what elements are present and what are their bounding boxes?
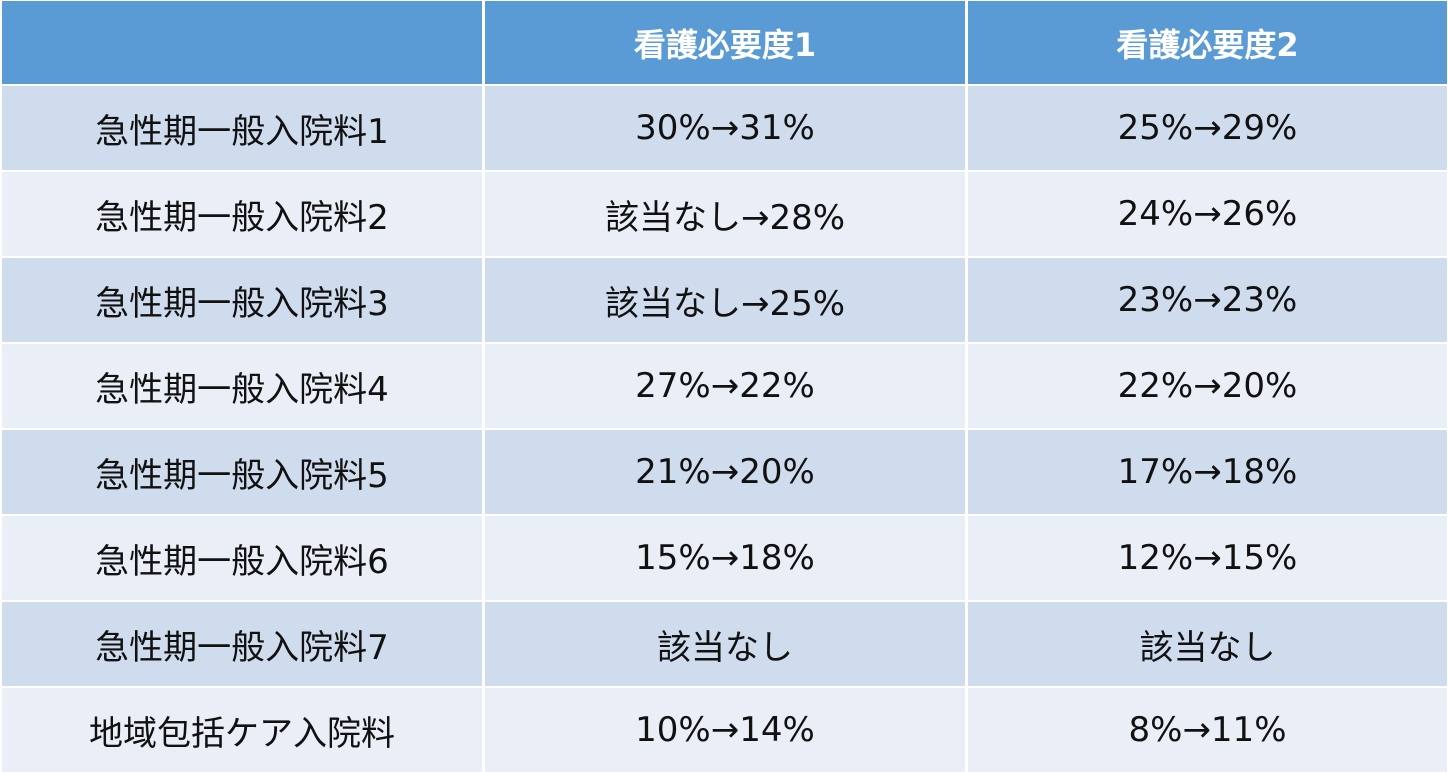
table-cell: 15%→18%: [485, 516, 965, 600]
row-label: 急性期一般入院料5: [2, 430, 482, 514]
row-label: 急性期一般入院料7: [2, 602, 482, 686]
table-cell: 30%→31%: [485, 86, 965, 170]
table-cell: 24%→26%: [968, 172, 1447, 256]
table-cell: 該当なし: [968, 602, 1447, 686]
row-label: 急性期一般入院料4: [2, 344, 482, 428]
header-cell-nursing-need-1: 看護必要度1: [485, 1, 965, 84]
table-cell: 17%→18%: [968, 430, 1447, 514]
header-cell-nursing-need-2: 看護必要度2: [968, 1, 1447, 84]
row-label: 急性期一般入院料1: [2, 86, 482, 170]
table-cell: 該当なし→25%: [485, 258, 965, 342]
row-label: 地域包括ケア入院料: [2, 688, 482, 772]
table-cell: 27%→22%: [485, 344, 965, 428]
table-cell: 22%→20%: [968, 344, 1447, 428]
table-cell: 該当なし→28%: [485, 172, 965, 256]
table-cell: 10%→14%: [485, 688, 965, 772]
table-cell: 12%→15%: [968, 516, 1447, 600]
table-cell: 25%→29%: [968, 86, 1447, 170]
table-cell: 8%→11%: [968, 688, 1447, 772]
row-label: 急性期一般入院料6: [2, 516, 482, 600]
row-label: 急性期一般入院料3: [2, 258, 482, 342]
row-label: 急性期一般入院料2: [2, 172, 482, 256]
header-cell-empty: [2, 1, 482, 84]
table-cell: 21%→20%: [485, 430, 965, 514]
table-cell: 該当なし: [485, 602, 965, 686]
table-cell: 23%→23%: [968, 258, 1447, 342]
